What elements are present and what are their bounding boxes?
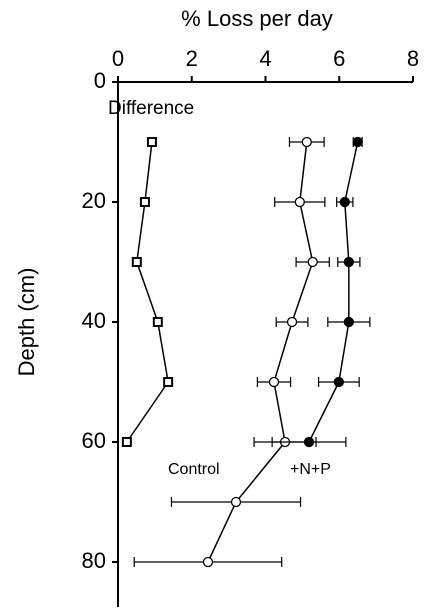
point — [301, 136, 312, 148]
series-label: +N+P — [290, 461, 331, 478]
point — [268, 376, 280, 388]
point — [352, 136, 363, 148]
series-line — [207, 141, 314, 563]
x-tick-label: 4 — [259, 46, 271, 71]
series-label: Control — [168, 461, 220, 478]
point — [343, 256, 354, 268]
x-tick-label: 8 — [407, 46, 419, 71]
point — [139, 197, 150, 207]
point — [303, 436, 315, 448]
y-tick-label: 60 — [82, 428, 106, 453]
point — [307, 256, 318, 268]
point — [230, 496, 242, 508]
series-line — [308, 141, 359, 443]
point — [202, 556, 214, 568]
point — [339, 196, 350, 208]
y-tick-label: 0 — [94, 68, 106, 93]
point — [121, 437, 132, 447]
series-line — [126, 141, 169, 443]
point — [146, 137, 157, 147]
point — [152, 317, 163, 327]
x-tick-label: 2 — [186, 46, 198, 71]
point — [294, 196, 305, 208]
point — [343, 316, 354, 328]
y-tick-label: 80 — [82, 548, 106, 573]
x-tick-label: 0 — [112, 46, 124, 71]
y-tick-label: 40 — [82, 308, 106, 333]
x-tick-label: 6 — [333, 46, 345, 71]
x-axis-title: % Loss per day — [181, 6, 333, 31]
y-tick-label: 20 — [82, 188, 106, 213]
point — [163, 377, 174, 387]
series-label: Difference — [108, 98, 194, 119]
point — [333, 376, 345, 388]
y-axis-title: Depth (cm) — [14, 268, 39, 377]
point — [286, 316, 298, 328]
point — [131, 257, 142, 267]
